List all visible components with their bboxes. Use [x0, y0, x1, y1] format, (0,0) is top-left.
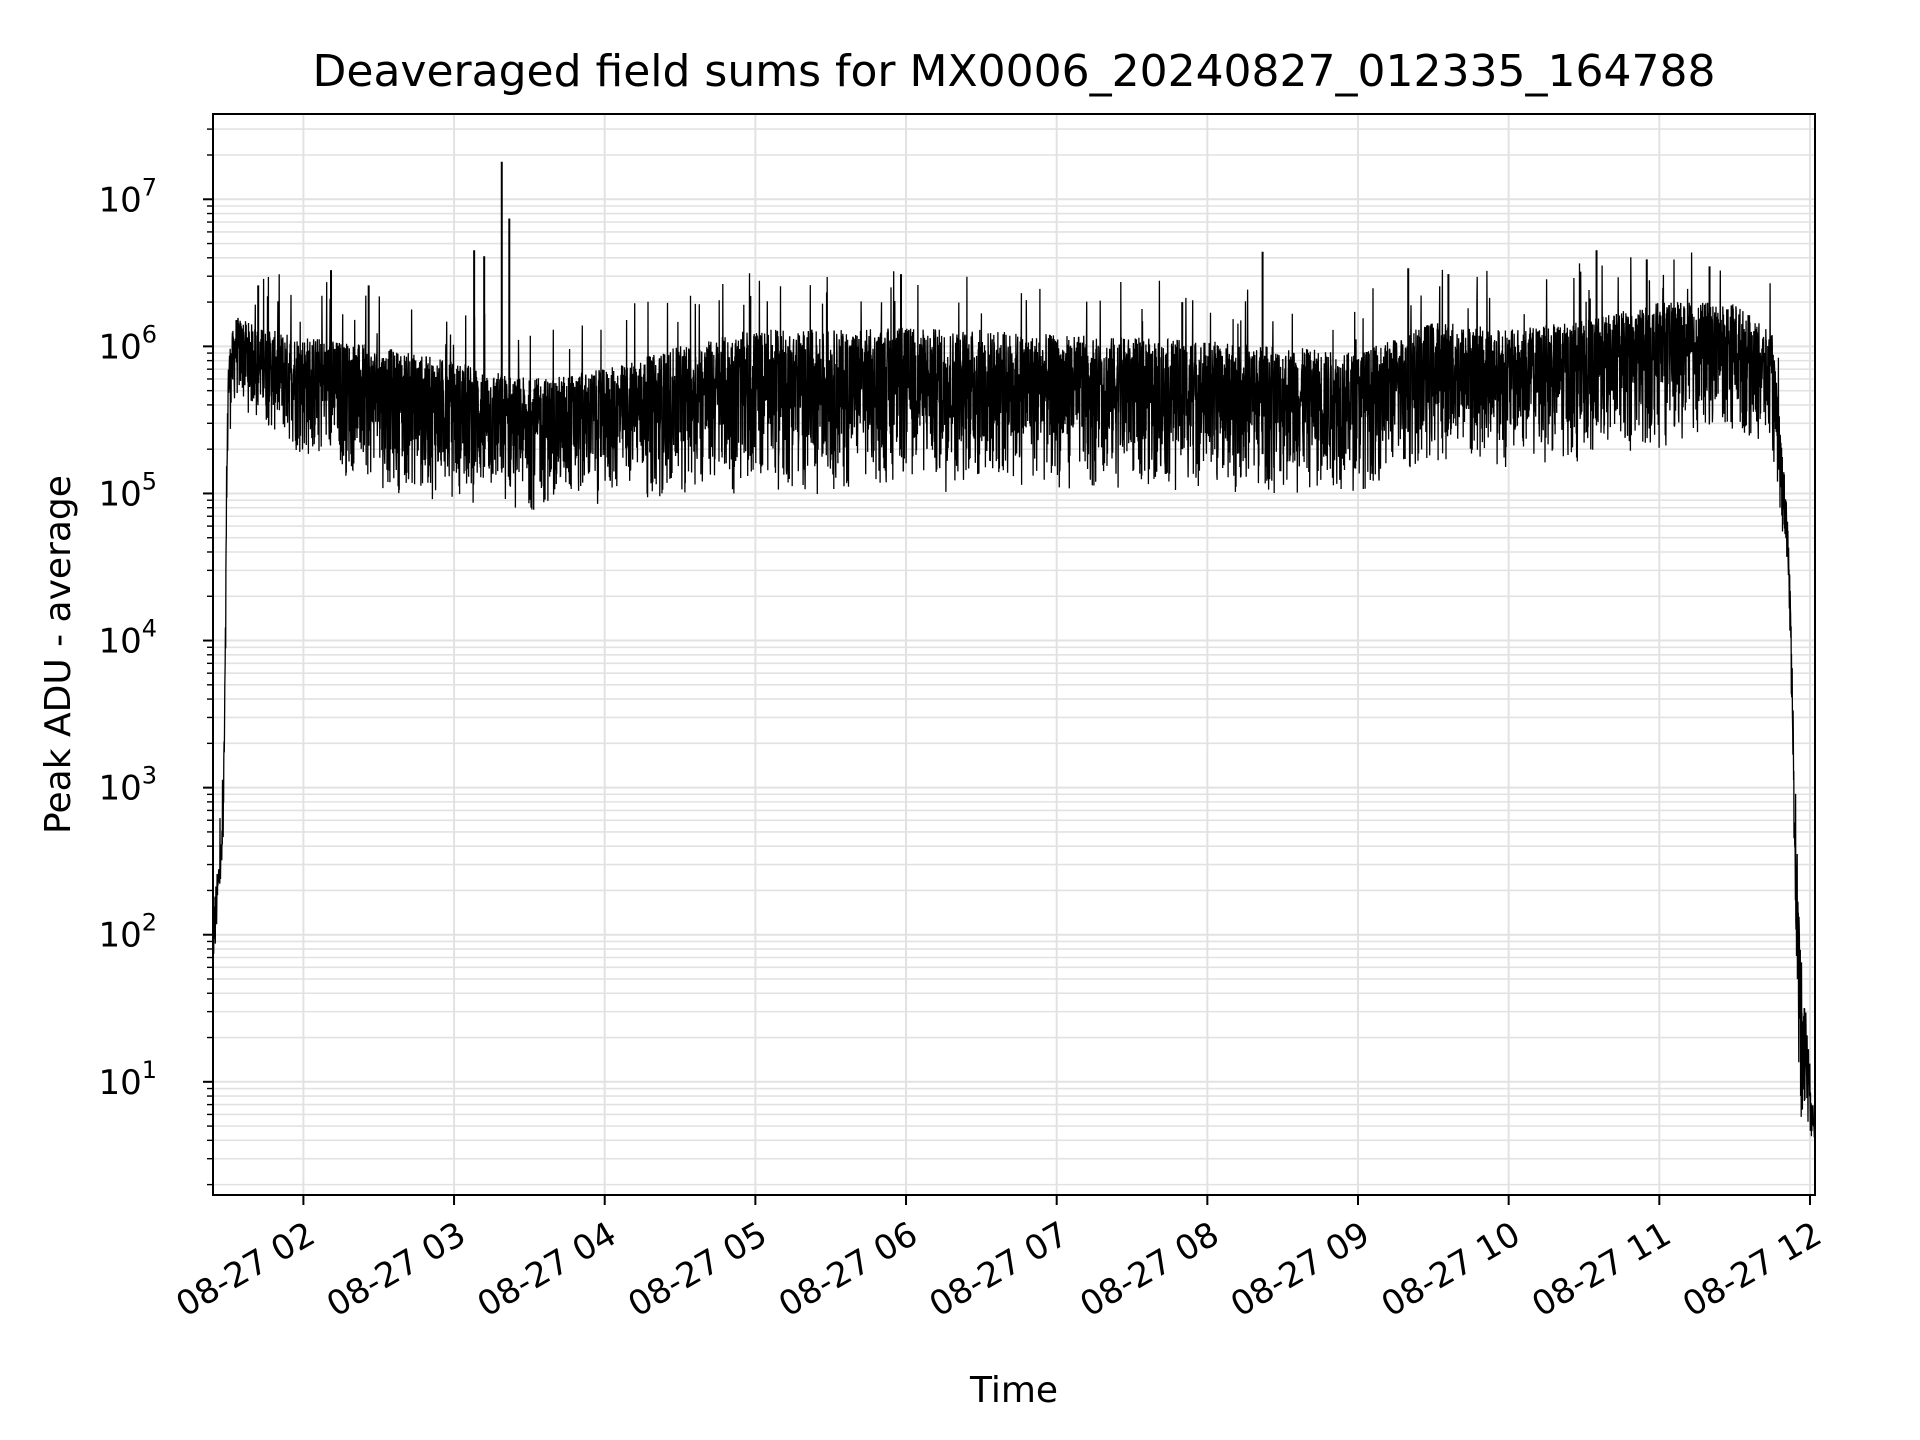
x-tick-label: 08-27 12 [1676, 1214, 1828, 1325]
y-tick-label: 105 [98, 467, 157, 514]
x-tick-label: 08-27 04 [471, 1214, 623, 1325]
x-tick-label: 08-27 09 [1224, 1214, 1376, 1325]
y-tick-label: 101 [98, 1056, 157, 1103]
series-layer [212, 161, 1816, 1139]
y-tick-label: 104 [98, 615, 157, 662]
x-tick-label: 08-27 05 [621, 1214, 773, 1325]
y-tick-label: 103 [98, 762, 157, 809]
x-tick-label: 08-27 06 [772, 1214, 924, 1325]
x-tick-label: 08-27 08 [1073, 1214, 1225, 1325]
y-tick-label: 107 [98, 173, 157, 220]
grid-lines [213, 114, 1815, 1195]
x-axis-label: Time [969, 1370, 1058, 1411]
series-line [212, 252, 1816, 1139]
y-tick-label: 102 [98, 909, 157, 956]
x-tick-label: 08-27 03 [320, 1214, 472, 1325]
y-axis-label: Peak ADU - average [38, 475, 79, 834]
x-tick-label: 08-27 11 [1525, 1214, 1677, 1325]
x-tick-label: 08-27 02 [170, 1214, 322, 1325]
y-tick-label: 106 [98, 320, 157, 367]
chart-title: Deaveraged field sums for MX0006_2024082… [313, 46, 1716, 97]
x-tick-label: 08-27 10 [1375, 1214, 1527, 1325]
x-tick-label: 08-27 07 [923, 1214, 1075, 1325]
